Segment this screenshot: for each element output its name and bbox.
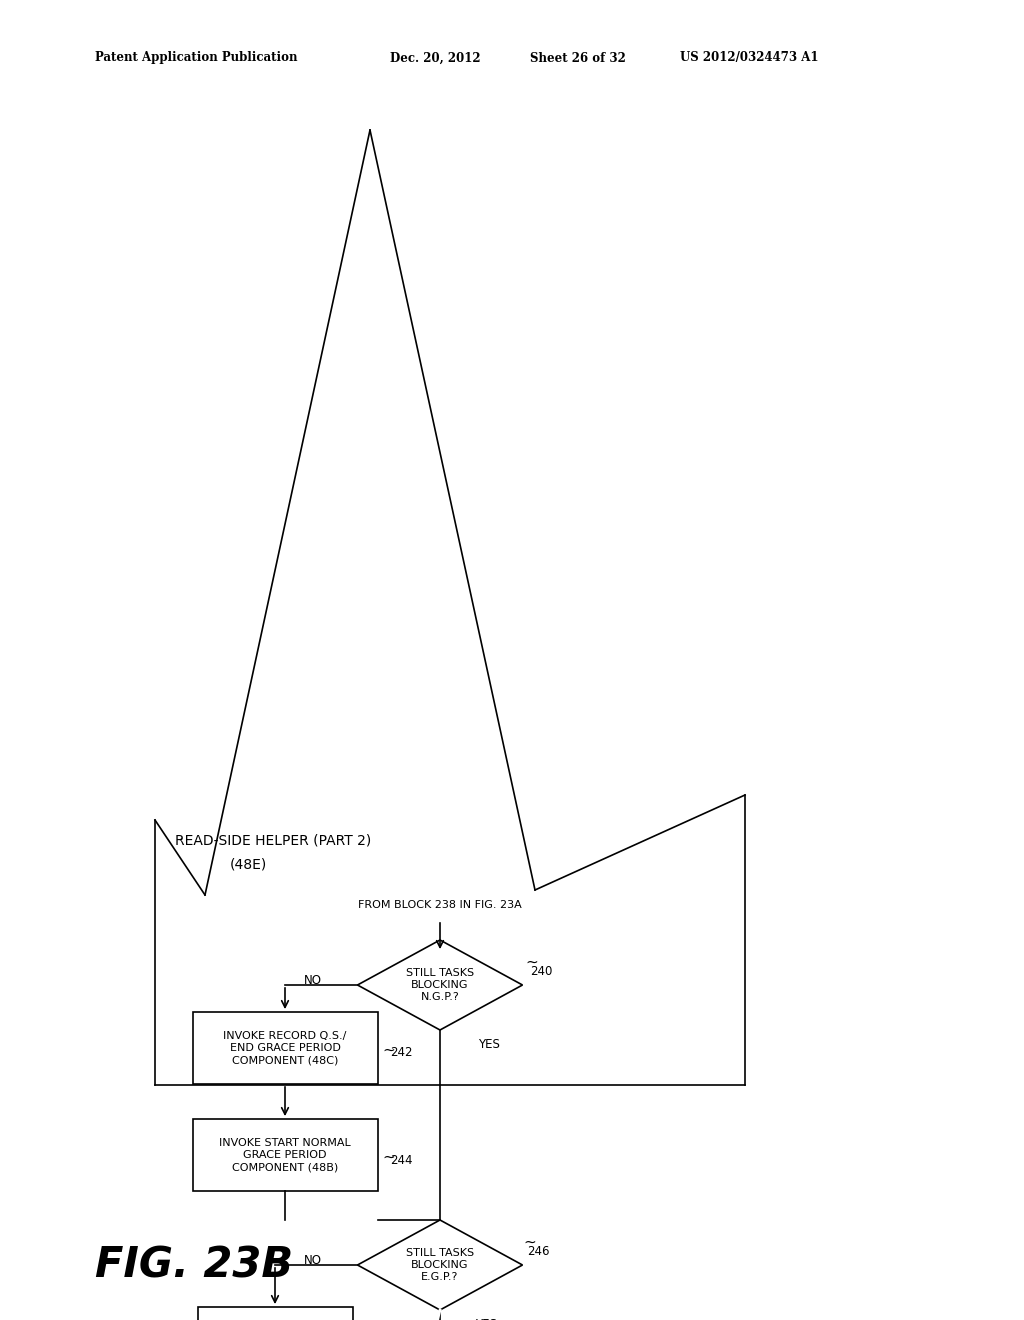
- Text: ∼: ∼: [383, 1150, 395, 1166]
- Text: 246: 246: [527, 1245, 550, 1258]
- Text: 242: 242: [390, 1047, 413, 1060]
- Text: 244: 244: [390, 1154, 413, 1167]
- Bar: [193, 1119, 378, 1191]
- Text: ∼: ∼: [525, 954, 539, 970]
- Text: YES: YES: [475, 1317, 497, 1320]
- Polygon shape: [357, 940, 522, 1030]
- Text: INVOKE RECORD Q.S./
END GRACE PERIOD
COMPONENT (48C): INVOKE RECORD Q.S./ END GRACE PERIOD COM…: [223, 1031, 347, 1065]
- Text: 240: 240: [530, 965, 553, 978]
- Text: STILL TASKS
BLOCKING
N.G.P.?: STILL TASKS BLOCKING N.G.P.?: [406, 968, 474, 1002]
- Text: ∼: ∼: [523, 1236, 537, 1250]
- Text: NO: NO: [303, 974, 322, 986]
- Text: Patent Application Publication: Patent Application Publication: [95, 51, 298, 65]
- Bar: [193, 1012, 378, 1084]
- Text: FIG. 23B: FIG. 23B: [95, 1243, 293, 1286]
- Text: ∼: ∼: [383, 1043, 395, 1059]
- Text: US 2012/0324473 A1: US 2012/0324473 A1: [680, 51, 818, 65]
- Text: (48E): (48E): [230, 858, 267, 873]
- Text: Sheet 26 of 32: Sheet 26 of 32: [530, 51, 626, 65]
- Text: NO: NO: [303, 1254, 322, 1266]
- Polygon shape: [357, 1220, 522, 1309]
- Text: READ-SIDE HELPER (PART 2): READ-SIDE HELPER (PART 2): [175, 833, 372, 847]
- Text: INVOKE START NORMAL
GRACE PERIOD
COMPONENT (48B): INVOKE START NORMAL GRACE PERIOD COMPONE…: [219, 1138, 351, 1172]
- Text: Dec. 20, 2012: Dec. 20, 2012: [390, 51, 480, 65]
- Text: FROM BLOCK 238 IN FIG. 23A: FROM BLOCK 238 IN FIG. 23A: [358, 900, 522, 909]
- Text: STILL TASKS
BLOCKING
E.G.P.?: STILL TASKS BLOCKING E.G.P.?: [406, 1247, 474, 1283]
- Bar: [198, 1307, 352, 1320]
- Text: YES: YES: [478, 1038, 500, 1051]
